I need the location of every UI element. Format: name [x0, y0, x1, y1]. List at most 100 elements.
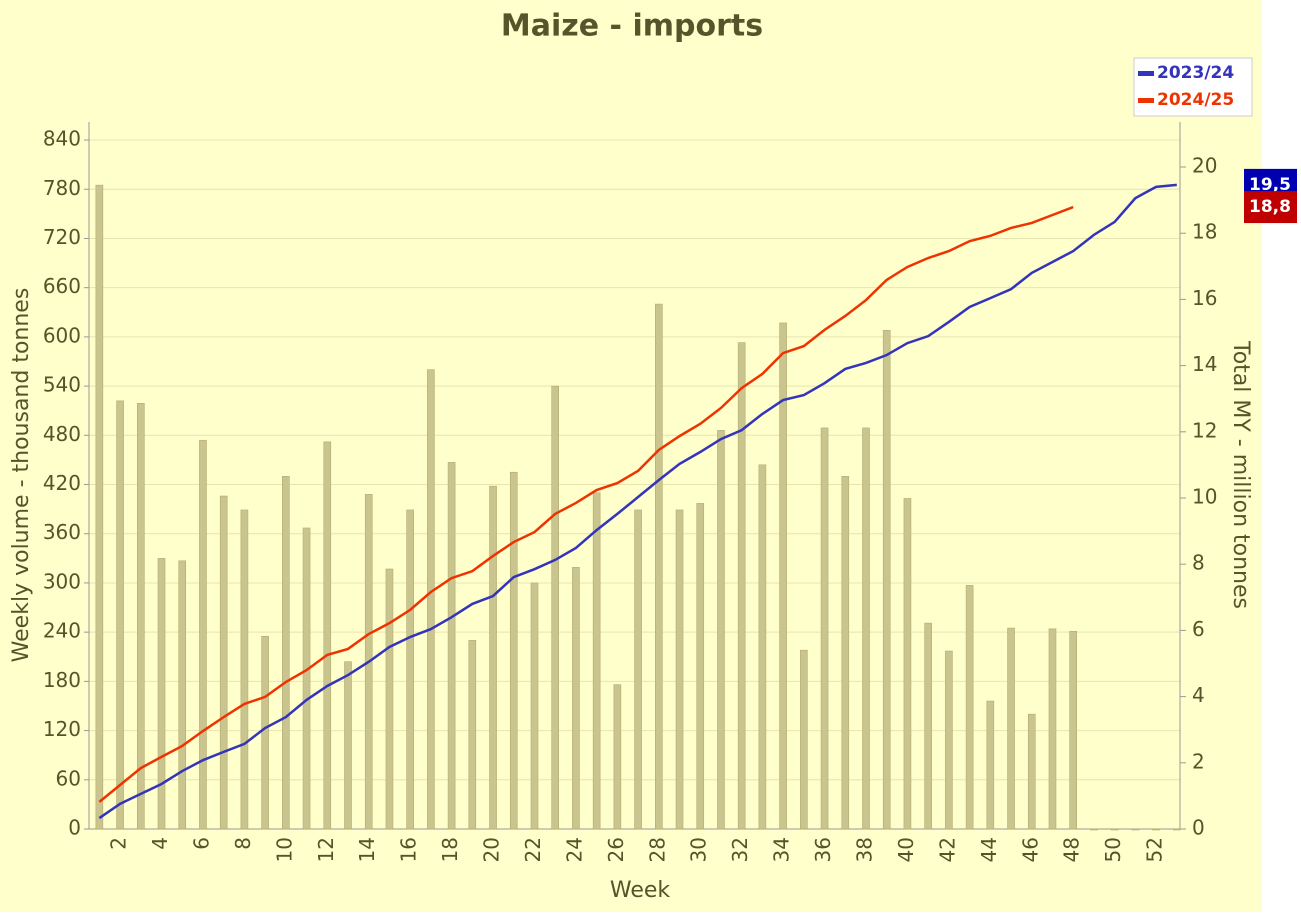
bar: [675, 509, 684, 830]
x-tick-label: 36: [811, 837, 835, 862]
bar: [199, 439, 207, 830]
x-tick-label: 14: [355, 837, 379, 862]
bar: [654, 303, 663, 830]
bar: [779, 322, 787, 830]
end-label: 19,5: [1249, 175, 1291, 195]
bar: [530, 582, 539, 830]
legend-swatch: [1138, 71, 1154, 76]
legend-label: 2023/24: [1157, 63, 1234, 83]
bar: [1069, 631, 1077, 830]
x-tick-label: 2: [107, 837, 131, 850]
chart-title: Maize - imports: [501, 9, 763, 44]
x-tick-label: 38: [853, 837, 877, 862]
bar: [613, 684, 622, 830]
y2-tick-label: 14: [1192, 352, 1217, 376]
y-axis-label: Weekly volume - thousand tonnes: [9, 288, 34, 663]
y-tick-label: 240: [43, 619, 81, 643]
x-tick-label: 22: [521, 837, 545, 862]
y-tick-label: 180: [43, 668, 81, 692]
y-tick-label: 540: [43, 373, 81, 397]
bar: [1007, 627, 1015, 830]
bar: [1027, 713, 1036, 830]
y2-tick-label: 20: [1192, 154, 1217, 178]
x-axis-label: Week: [610, 878, 671, 903]
bar: [634, 509, 642, 830]
x-tick-label: 26: [604, 837, 628, 862]
bar: [820, 427, 829, 830]
x-tick-label: 18: [438, 837, 462, 862]
y-tick-label: 120: [43, 717, 81, 741]
legend-box: [1133, 57, 1253, 117]
bar: [344, 661, 352, 830]
x-tick-label: 50: [1101, 837, 1125, 862]
bar: [592, 492, 601, 830]
bar: [137, 403, 145, 830]
y2-tick-label: 16: [1192, 286, 1217, 310]
x-tick-label: 52: [1143, 837, 1167, 862]
bar: [1173, 828, 1181, 831]
y-tick-label: 780: [43, 176, 81, 200]
bar: [178, 560, 187, 830]
x-tick-label: 10: [272, 837, 296, 862]
bar: [116, 400, 124, 830]
y2-tick-label: 0: [1192, 816, 1205, 840]
bar: [219, 495, 228, 830]
y-tick-label: 840: [43, 127, 81, 151]
x-tick-label: 28: [645, 837, 669, 862]
x-tick-label: 48: [1060, 837, 1084, 862]
x-tick-label: 32: [728, 837, 752, 862]
bar: [323, 441, 332, 830]
bar: [1152, 828, 1160, 831]
legend-label: 2024/25: [1157, 90, 1234, 110]
x-tick-label: 4: [148, 837, 172, 850]
bar: [302, 527, 311, 830]
y2-tick-label: 18: [1192, 220, 1217, 244]
bar: [696, 503, 705, 830]
y-tick-label: 720: [43, 225, 81, 249]
bar: [965, 585, 974, 830]
bar: [572, 567, 580, 830]
y2-tick-label: 4: [1192, 683, 1205, 707]
bar: [717, 430, 725, 830]
bar: [945, 650, 953, 830]
end-label: 18,8: [1249, 197, 1291, 217]
y-tick-label: 60: [56, 766, 81, 790]
x-tick-label: 30: [687, 837, 711, 862]
bar: [1110, 828, 1119, 831]
x-tick-label: 20: [480, 837, 504, 862]
bar: [406, 509, 414, 830]
bar: [427, 369, 435, 830]
bar: [800, 649, 808, 830]
legend-swatch: [1138, 98, 1154, 103]
bar: [282, 476, 290, 830]
bar: [882, 330, 891, 830]
bar: [758, 464, 767, 830]
end-label-box: [1244, 191, 1297, 224]
y-tick-label: 360: [43, 520, 81, 544]
bar: [924, 622, 932, 830]
x-tick-label: 16: [397, 837, 421, 862]
x-tick-label: 42: [935, 837, 959, 862]
x-tick-label: 8: [231, 837, 255, 850]
bar: [841, 476, 850, 830]
y2-tick-label: 6: [1192, 617, 1205, 641]
x-tick-label: 12: [314, 837, 338, 862]
bar: [1131, 828, 1140, 831]
bar: [240, 509, 249, 830]
x-tick-label: 46: [1018, 837, 1042, 862]
bar: [1048, 628, 1057, 830]
bar: [509, 471, 518, 830]
x-tick-label: 6: [189, 837, 213, 850]
y2-tick-label: 8: [1192, 551, 1205, 575]
y2-axis-label: Total MY - million tonnes: [1228, 340, 1253, 609]
bar: [551, 385, 560, 830]
bar: [986, 700, 995, 830]
y2-tick-label: 12: [1192, 418, 1217, 442]
bar: [468, 640, 477, 830]
bar: [261, 635, 269, 830]
bar: [489, 485, 497, 830]
y-tick-label: 300: [43, 569, 81, 593]
y2-tick-label: 2: [1192, 749, 1205, 773]
x-tick-label: 44: [977, 837, 1001, 862]
